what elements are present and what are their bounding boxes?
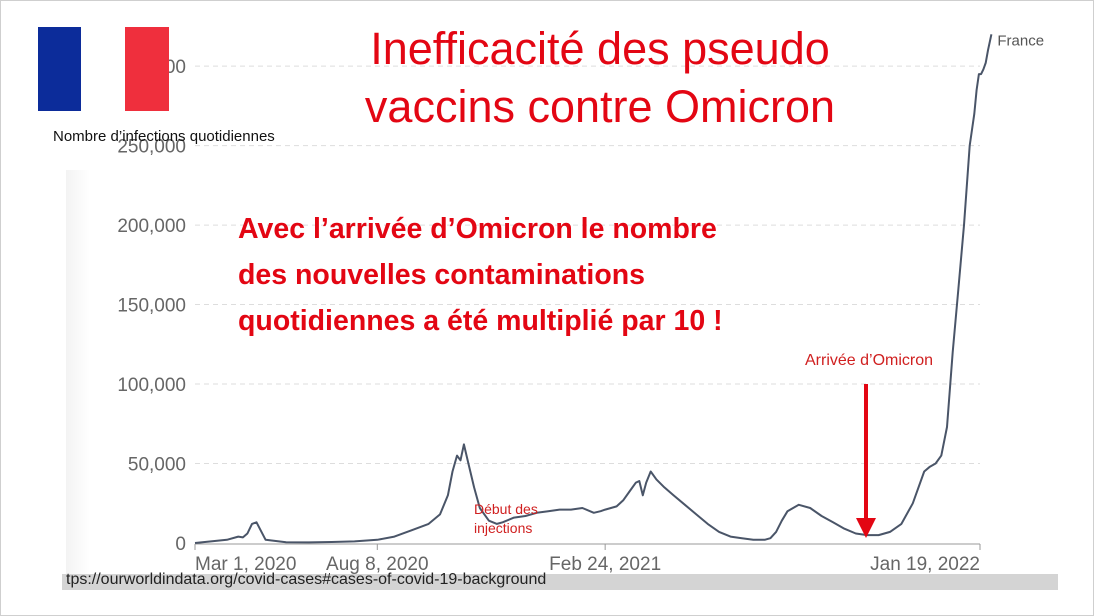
y-tick-label: 250,000 <box>117 137 186 158</box>
gridlines <box>195 65 980 465</box>
x-tick-label: Mar 1, 2020 <box>195 554 296 575</box>
y-tick-label: 50,000 <box>128 455 186 476</box>
injections-line-2: injections <box>474 520 533 536</box>
y-tick-label: 0 <box>175 534 186 555</box>
france-flag <box>38 27 169 111</box>
chart-subtitle: Nombre d’infections quotidiennes <box>53 128 275 145</box>
message-text: Avec l’arrivée d’Omicron le nombre des n… <box>238 206 723 344</box>
source-url[interactable]: tps://ourworldindata.org/covid-cases#cas… <box>66 571 547 588</box>
x-tick-label: Jan 19, 2022 <box>870 554 980 575</box>
y-tick-label: 100,000 <box>117 375 186 396</box>
message-line-3: quotidiennes a été multiplié par 10 ! <box>238 305 723 337</box>
message-line-1: Avec l’arrivée d’Omicron le nombre <box>238 213 717 245</box>
series-label-france: France <box>997 32 1044 49</box>
series-lines: France <box>194 32 1044 544</box>
url-bar <box>62 574 1058 590</box>
slide-title: Inefficacité des pseudo vaccins contre O… <box>364 23 836 132</box>
omicron-arrow <box>856 384 876 538</box>
series-line-france <box>194 34 993 544</box>
arrow-head <box>856 518 876 538</box>
omicron-annotation: Arrivée d’Omicron <box>805 352 934 369</box>
message-line-2: des nouvelles contaminations <box>238 259 646 291</box>
injections-annotation: Début des injections <box>474 500 538 538</box>
y-tick-label: 200,000 <box>117 216 186 237</box>
chart-left-edge <box>66 170 90 590</box>
x-tick-label: Aug 8, 2020 <box>326 554 428 575</box>
y-tick-label: 150,000 <box>117 296 186 317</box>
flag-red-band <box>125 27 169 111</box>
x-tick-label: Feb 24, 2021 <box>549 554 661 575</box>
injections-line-1: Début des <box>474 501 538 517</box>
flag-white-band <box>81 27 125 111</box>
flag-blue-band <box>38 27 81 111</box>
x-axis: Mar 1, 2020 Aug 8, 2020 Feb 24, 2021 Jan 19… <box>194 543 981 575</box>
